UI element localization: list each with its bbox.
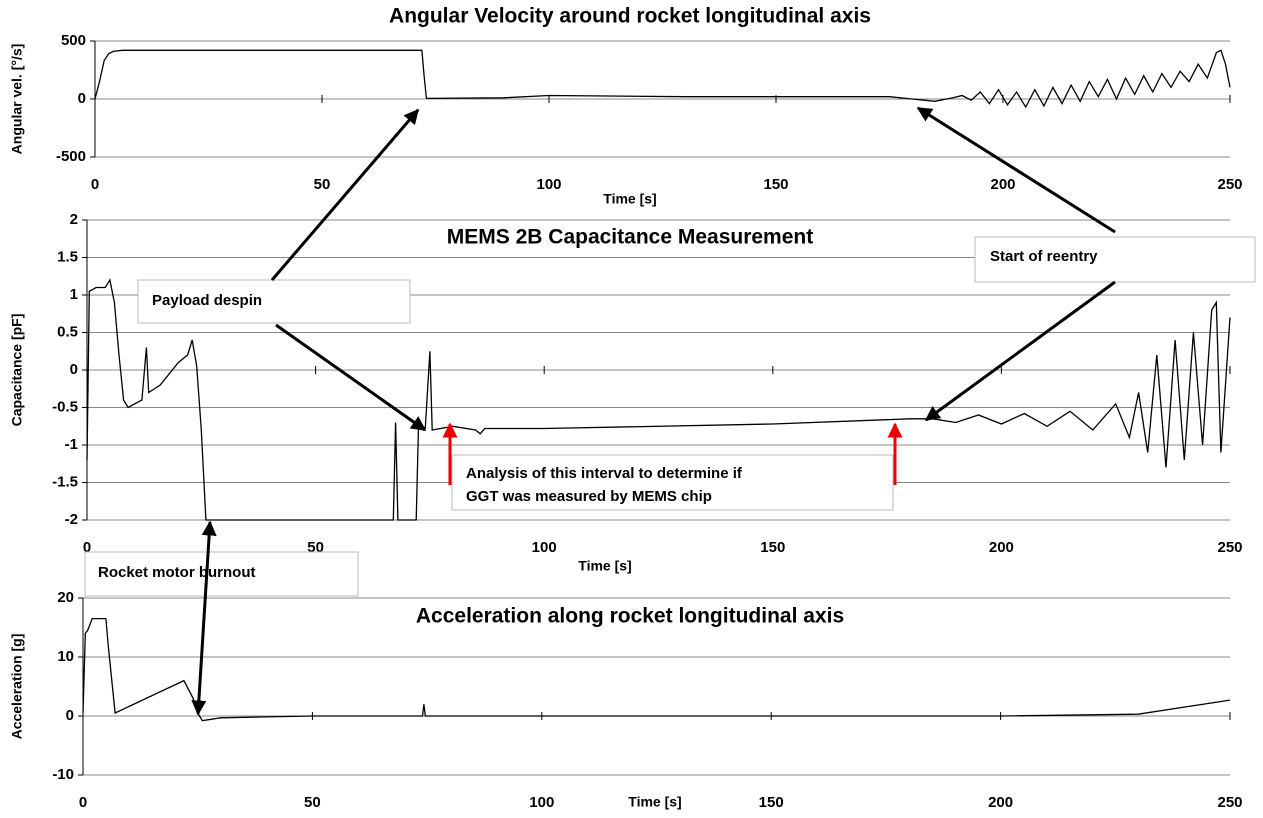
arrow: [916, 106, 1116, 234]
x-tick-label: 200: [988, 794, 1013, 811]
x-tick-label: 200: [989, 539, 1014, 556]
y-tick-label: -500: [56, 148, 86, 165]
annotation-box: [451, 454, 894, 511]
y-axis-label: Angular vel. [°/s]: [9, 44, 25, 155]
annotation-box: [84, 551, 359, 597]
x-axis-label: Time [s]: [578, 558, 631, 574]
y-tick-label: 1: [70, 286, 78, 303]
annotation-box: [974, 236, 1256, 283]
data-line: [94, 49, 1231, 109]
x-tick-label: 250: [1217, 539, 1242, 556]
x-axis-label: Time [s]: [628, 794, 681, 810]
y-axis-label: Capacitance [pF]: [9, 314, 25, 427]
annotations: Payload despin Start of reentry Rocket m…: [84, 106, 1256, 716]
y-tick-label: 0: [78, 90, 86, 107]
y-tick-label: 20: [57, 589, 74, 606]
y-tick-label: -2: [65, 511, 78, 528]
annotation: Start of reentry: [990, 248, 1098, 265]
chart-title: Acceleration along rocket longitudinal a…: [416, 605, 844, 628]
red-arrows: [442, 422, 903, 485]
x-tick-label: 0: [91, 176, 99, 193]
y-tick-label: 0.5: [57, 323, 78, 340]
arrows: [191, 106, 1116, 716]
x-tick-label: 100: [529, 794, 554, 811]
x-tick-label: 50: [304, 794, 321, 811]
annotation: Payload despin: [152, 292, 262, 309]
x-tick-label: 150: [760, 539, 785, 556]
y-tick-label: 0: [70, 361, 78, 378]
chart-title: Angular Velocity around rocket longitudi…: [389, 5, 871, 28]
data-line: [82, 617, 1231, 722]
arrow: [275, 323, 427, 432]
annotation: Analysis of this interval to determine i…: [466, 465, 743, 482]
x-tick-label: 150: [763, 176, 788, 193]
y-axis-label: Acceleration [g]: [9, 634, 25, 740]
arrow: [924, 280, 1116, 422]
y-tick-label: -0.5: [52, 398, 78, 415]
y-tick-label: 0: [66, 707, 74, 724]
x-tick-label: 50: [314, 176, 331, 193]
x-tick-label: 0: [83, 539, 91, 556]
annotation-box: [137, 279, 411, 324]
y-tick-label: -1.5: [52, 473, 78, 490]
annotation: GGT was measured by MEMS chip: [466, 488, 712, 505]
y-tick-label: 10: [57, 648, 74, 665]
y-tick-label: -10: [52, 766, 74, 783]
x-tick-label: 200: [990, 176, 1015, 193]
x-tick-label: 0: [79, 794, 87, 811]
y-tick-label: 1.5: [57, 248, 78, 265]
x-tick-label: 250: [1217, 176, 1242, 193]
arrow: [270, 108, 420, 281]
x-axis-label: Time [s]: [603, 191, 656, 207]
arrow: [191, 520, 217, 716]
x-tick-label: 150: [759, 794, 784, 811]
annotation: Rocket motor burnout: [98, 564, 256, 581]
chart-title: MEMS 2B Capacitance Measurement: [447, 226, 813, 249]
x-tick-label: 100: [532, 539, 557, 556]
x-tick-label: 100: [536, 176, 561, 193]
y-tick-label: 2: [70, 211, 78, 228]
x-tick-label: 250: [1217, 794, 1242, 811]
y-tick-label: -1: [65, 436, 78, 453]
y-tick-label: 500: [61, 32, 86, 49]
